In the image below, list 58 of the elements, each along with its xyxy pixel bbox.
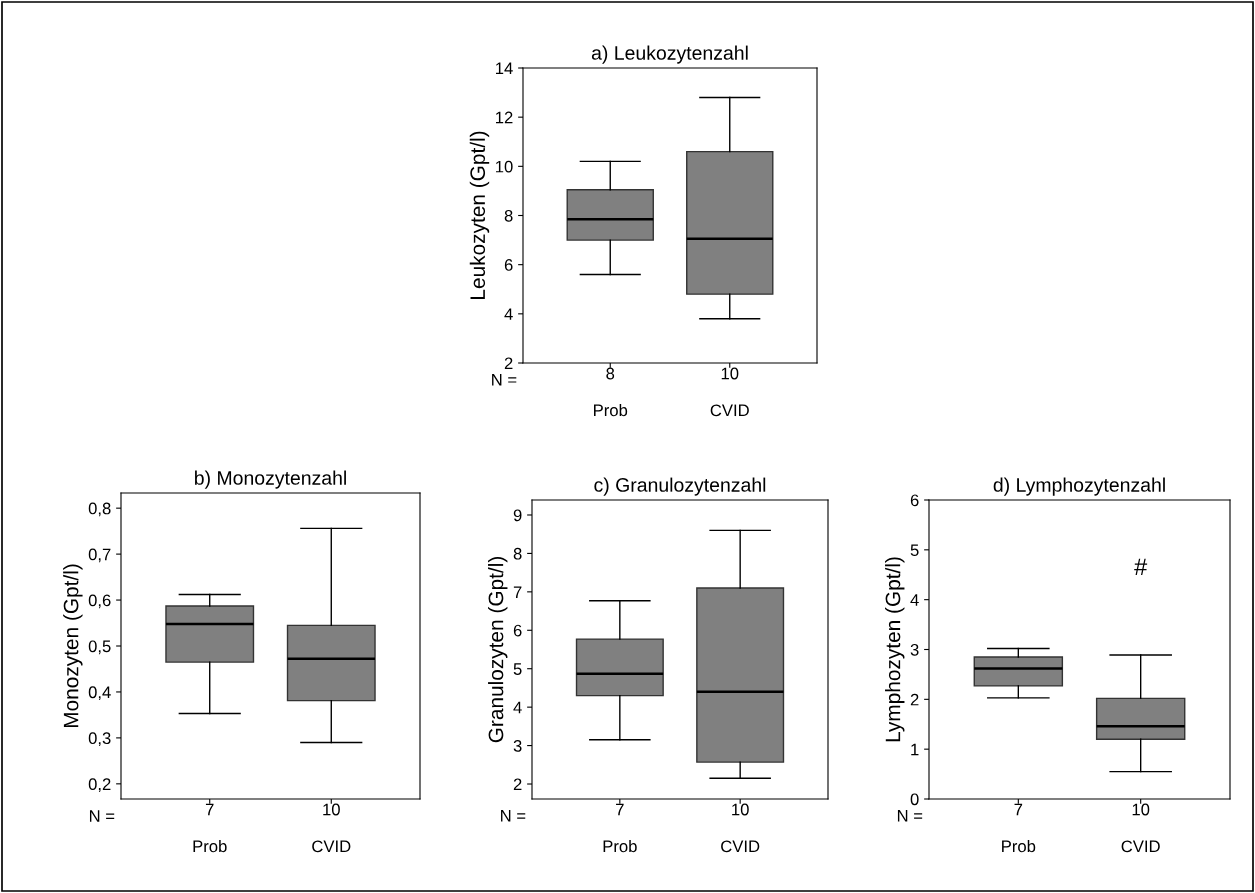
text: N = [492, 373, 517, 386]
x-tick-label: CVID [312, 840, 351, 853]
chart-title: d) Lymphozytenzahl [993, 477, 1165, 496]
y-tick-label: 0,2 [88, 778, 111, 793]
text: 7 [616, 803, 624, 816]
x-tick-label: CVID [710, 404, 749, 417]
y-axis-title: Monozyten (Gpt/l) [63, 564, 83, 728]
y-tick-label: 0 [910, 793, 919, 806]
y-tick-label: 1 [911, 743, 919, 756]
chart-title: a) Leukozytenzahl [591, 45, 748, 64]
y-tick-label: 2 [504, 357, 513, 370]
x-tick-label: Prob [603, 839, 637, 853]
y-tick-label: 0,4 [88, 686, 111, 701]
y-axis-title: Granulozyten (Gpt/l) [488, 557, 508, 743]
y-tick-label: 6 [504, 259, 513, 271]
chart-title: b) Monozytenzahl [195, 470, 346, 489]
y-tick-label: 0,8 [88, 502, 111, 517]
text: N = [897, 810, 923, 822]
y-axis-title: Leukozyten (Gpt/l) [469, 131, 490, 299]
y-tick-label: 4 [504, 308, 513, 320]
text: 7 [205, 803, 214, 816]
y-tick-label: 4 [910, 594, 919, 606]
y-tick-label: 14 [496, 62, 513, 75]
x-tick-label: Prob [1002, 839, 1036, 853]
x-tick-label: Prob [193, 839, 227, 853]
y-tick-label: 5 [910, 544, 919, 557]
text: 10 [1132, 803, 1150, 816]
chart-title: c) Granulozytenzahl [594, 477, 766, 496]
y-tick-label: 6 [513, 624, 522, 637]
y-tick-label: 8 [504, 209, 513, 222]
y-axis-title: Lymphozyten (Gpt/l) [885, 557, 905, 742]
y-tick-label: 8 [513, 547, 522, 560]
text: 8 [606, 367, 615, 380]
y-tick-label: 12 [496, 111, 513, 124]
y-tick-label: 7 [513, 586, 522, 598]
text: 10 [323, 803, 340, 816]
y-tick-label: 0,7 [88, 548, 111, 563]
y-tick-label: 0,5 [88, 640, 111, 655]
x-tick-label: CVID [1121, 840, 1160, 853]
y-tick-label: 3 [513, 739, 522, 752]
text: 7 [1014, 803, 1023, 816]
text: N = [89, 810, 115, 822]
y-tick-label: 4 [513, 701, 522, 714]
y-tick-label: 10 [496, 160, 513, 173]
y-tick-label: 0,6 [88, 594, 111, 609]
x-tick-label: Prob [594, 403, 628, 417]
text: N = [501, 810, 526, 822]
y-tick-label: 2 [910, 693, 919, 706]
y-tick-label: 5 [513, 663, 522, 675]
y-tick-label: 2 [513, 778, 522, 791]
text: 10 [721, 367, 739, 380]
y-tick-label: 3 [910, 643, 919, 656]
text: 10 [732, 803, 749, 816]
y-tick-label: 9 [513, 509, 522, 522]
x-tick-label: CVID [721, 840, 760, 853]
y-tick-label: 0,3 [88, 732, 111, 747]
y-tick-label: 6 [910, 494, 919, 507]
annotation: # [1134, 558, 1148, 575]
